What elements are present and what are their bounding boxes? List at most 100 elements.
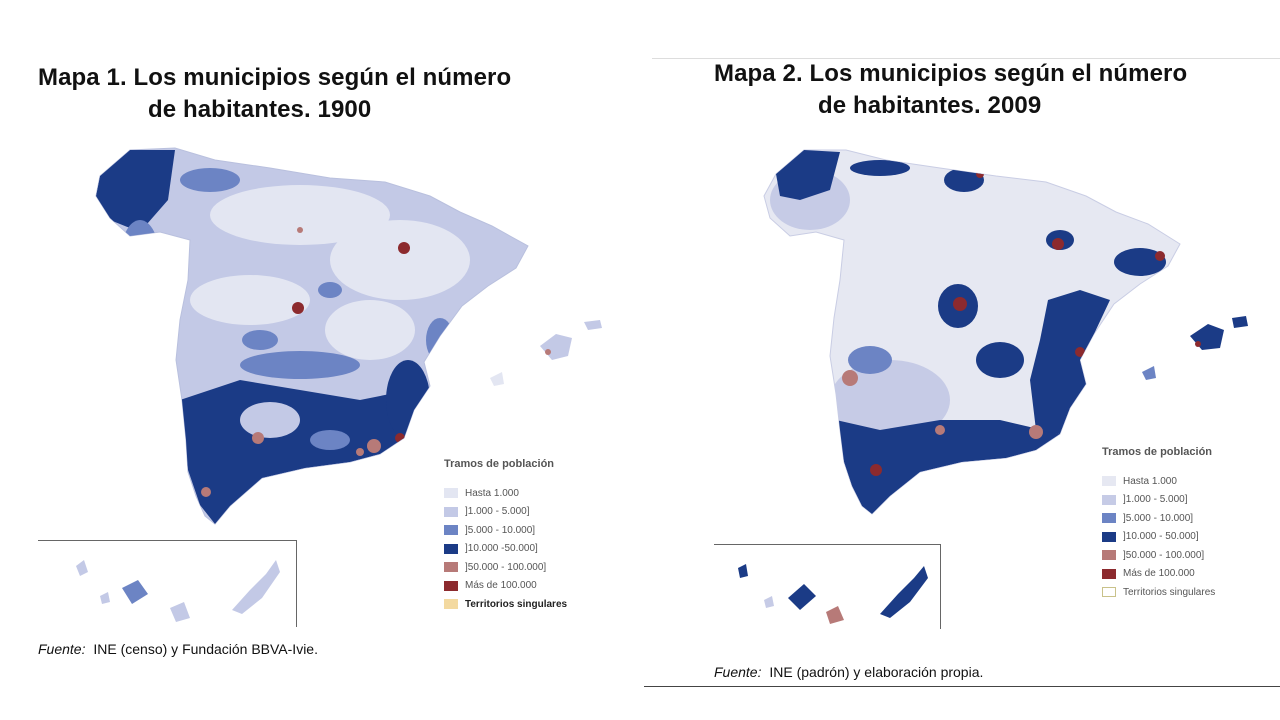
- city-cartagena: [1052, 440, 1060, 448]
- title-line-2: de habitantes. 2009: [818, 92, 1042, 119]
- canary-islands-2009: [738, 564, 928, 624]
- canary-inset-frame: [38, 540, 297, 627]
- legend-swatch: [444, 488, 458, 499]
- city-palma: [1195, 341, 1201, 347]
- legend-title: Tramos de población: [1102, 446, 1213, 458]
- region-mid-blue: [426, 318, 454, 362]
- legend-label: Hasta 1.000: [465, 487, 519, 499]
- legend-label: ]10.000 - 50.000]: [1123, 531, 1199, 543]
- legend-1900: Tramos de población Hasta 1.000 ]1.000 -…: [444, 458, 567, 614]
- city-barcelona: [1155, 251, 1165, 261]
- island: [76, 560, 88, 576]
- legend-label: ]1.000 - 5.000]: [1123, 494, 1188, 506]
- city-zaragoza: [1052, 238, 1064, 250]
- legend-item: ]5.000 - 10.000]: [1102, 509, 1215, 528]
- map-panel-2009: Mapa 2. Los municipios según el número d…: [640, 0, 1280, 720]
- top-divider: [652, 58, 1280, 59]
- legend-label: ]5.000 - 10.000]: [1123, 512, 1194, 524]
- legend-swatch: [1102, 494, 1116, 505]
- region-light: [210, 185, 390, 245]
- source-label: Fuente:: [38, 641, 86, 657]
- source-note-2009: Fuente: INE (padrón) y elaboración propi…: [714, 664, 983, 680]
- legend-label: Territorios singulares: [1123, 586, 1216, 598]
- legend-label: ]50.000 - 100.000]: [1123, 549, 1205, 561]
- region-light: [830, 360, 950, 440]
- legend-item: Territorios singulares: [444, 595, 567, 614]
- legend-label: Hasta 1.000: [1123, 475, 1177, 487]
- region-light: [240, 402, 300, 438]
- mallorca: [1190, 324, 1224, 350]
- legend-swatch: [444, 580, 458, 591]
- region-mid-blue: [976, 342, 1024, 378]
- legend-swatch: [444, 599, 458, 610]
- city-sevilla: [870, 464, 882, 476]
- map-title-1900: Mapa 1. Los municipios según el número d…: [38, 62, 511, 126]
- legend-label: Más de 100.000: [465, 580, 537, 592]
- region-andalucia-dark: [180, 380, 410, 524]
- region-mid-blue: [848, 346, 892, 374]
- canary-inset-frame: [714, 544, 941, 629]
- title-line-2: de habitantes. 1900: [148, 96, 372, 123]
- legend-swatch: [1102, 568, 1116, 579]
- island: [880, 566, 928, 618]
- city-palma: [545, 349, 551, 355]
- bottom-divider: [644, 686, 1280, 687]
- title-line-1: Los municipios según el número: [809, 60, 1188, 87]
- legend-label: ]50.000 - 100.000]: [465, 561, 547, 573]
- legend-swatch: [1102, 531, 1116, 542]
- legend-label: Más de 100.000: [1123, 568, 1195, 580]
- ibiza: [490, 372, 504, 386]
- city-madrid: [292, 302, 304, 314]
- region-light: [190, 275, 310, 325]
- legend-item: ]5.000 - 10.000]: [444, 521, 567, 540]
- legend-2009: Tramos de población Hasta 1.000 ]1.000 -…: [1102, 446, 1215, 602]
- island: [826, 606, 844, 624]
- region-levante-dark: [1030, 290, 1110, 434]
- island: [122, 580, 148, 604]
- map-title-2009: Mapa 2. Los municipios según el número d…: [714, 58, 1187, 122]
- island: [170, 602, 190, 622]
- peninsula-2009: [763, 149, 1181, 515]
- island: [788, 584, 816, 610]
- map-number: Mapa 2.: [714, 60, 803, 87]
- region-light: [310, 430, 350, 450]
- source-label: Fuente:: [714, 664, 762, 680]
- source-note-1900: Fuente: INE (censo) y Fundación BBVA-Ivi…: [38, 641, 318, 657]
- region-mid-blue: [240, 351, 360, 379]
- title-line-1: Los municipios según el número: [133, 64, 512, 91]
- map-number: Mapa 1.: [38, 64, 127, 91]
- legend-item: ]50.000 - 100.000]: [444, 558, 567, 577]
- mallorca: [540, 334, 572, 360]
- legend-item: ]10.000 - 50.000]: [1102, 528, 1215, 547]
- legend-swatch: [444, 543, 458, 554]
- region-north-dark: [776, 150, 840, 200]
- city-granada: [935, 425, 945, 435]
- legend-swatch: [1102, 513, 1116, 524]
- region-mid-blue: [318, 282, 342, 298]
- legend-title: Tramos de población: [444, 458, 555, 470]
- region-basque-dark: [944, 168, 984, 192]
- legend-item: ]50.000 - 100.000]: [1102, 546, 1215, 565]
- city-badajoz: [842, 370, 858, 386]
- region-mid-blue: [242, 330, 278, 350]
- legend-swatch: [444, 562, 458, 573]
- city-granada: [252, 432, 264, 444]
- canary-islands-1900: [76, 560, 280, 622]
- source-text: INE (padrón) y elaboración propia.: [769, 664, 984, 680]
- legend-item: Hasta 1.000: [1102, 472, 1215, 491]
- island: [232, 560, 280, 614]
- source-text: INE (censo) y Fundación BBVA-Ivie.: [93, 641, 318, 657]
- city-valencia: [1075, 347, 1085, 357]
- legend-item: Territorios singulares: [1102, 583, 1215, 602]
- city-valladolid: [297, 227, 303, 233]
- legend-swatch: [444, 525, 458, 536]
- legend-swatch: [1102, 587, 1116, 598]
- city-murcia: [1029, 425, 1043, 439]
- menorca: [1232, 316, 1248, 328]
- region-galicia-dark: [96, 150, 175, 232]
- city-lorca: [356, 448, 364, 456]
- city-cartagena: [395, 433, 405, 443]
- region-light: [330, 220, 470, 300]
- city-madrid: [953, 297, 967, 311]
- island: [764, 596, 774, 608]
